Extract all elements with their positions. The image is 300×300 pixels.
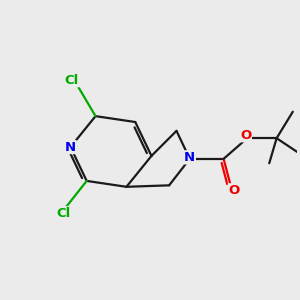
Text: Cl: Cl <box>65 74 79 87</box>
Text: N: N <box>65 141 76 154</box>
Text: Cl: Cl <box>56 207 70 220</box>
Text: O: O <box>228 184 239 197</box>
Text: O: O <box>240 129 251 142</box>
Text: N: N <box>184 151 195 164</box>
